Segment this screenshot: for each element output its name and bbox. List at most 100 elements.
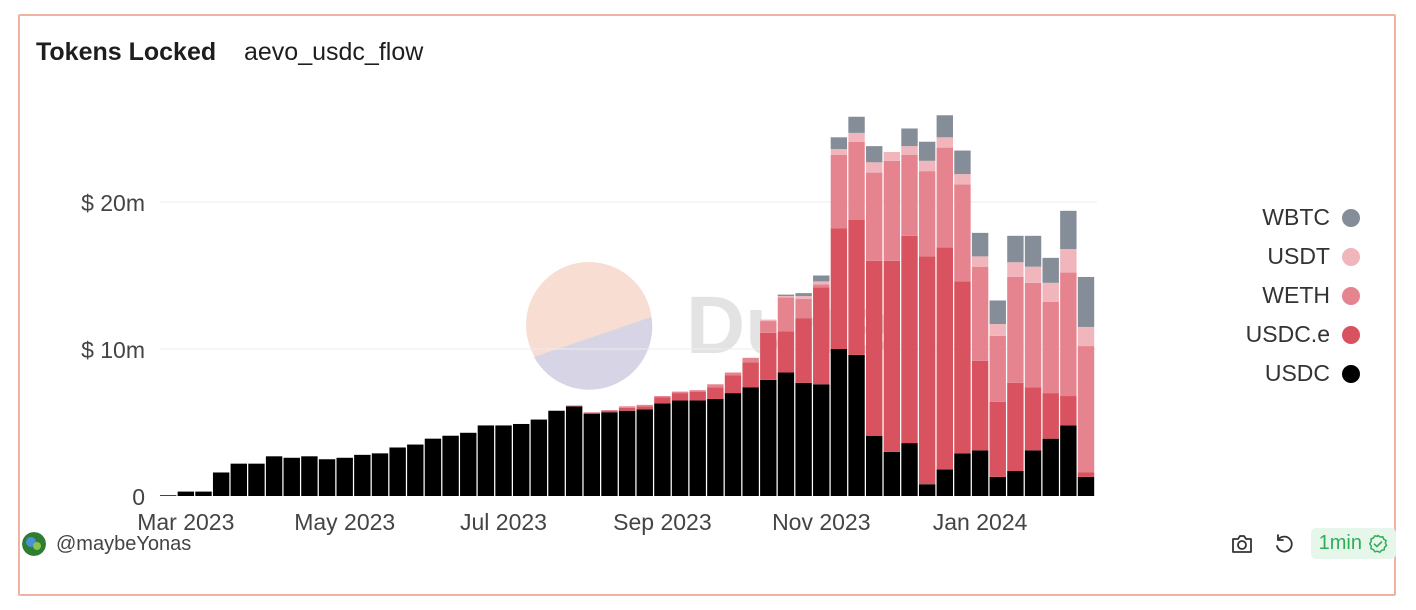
bar-usdc-19[interactable] <box>495 425 512 496</box>
bar-usdt-37[interactable] <box>813 281 830 285</box>
bar-usdce-46[interactable] <box>971 360 989 451</box>
legend-item-usdt[interactable]: USDT <box>1200 237 1360 276</box>
camera-button[interactable] <box>1227 529 1257 559</box>
bar-weth-49[interactable] <box>1024 282 1042 388</box>
bar-usdce-31[interactable] <box>707 387 724 399</box>
bar-weth-52[interactable] <box>1077 346 1095 473</box>
bar-usdc-2[interactable] <box>195 491 212 496</box>
bar-usdt-51[interactable] <box>1060 249 1077 273</box>
bar-usdc-7[interactable] <box>283 457 300 496</box>
bar-weth-29[interactable] <box>671 391 689 394</box>
bar-usdc-4[interactable] <box>230 463 247 496</box>
bar-usdc-18[interactable] <box>477 425 495 496</box>
bar-usdt-41[interactable] <box>883 152 901 161</box>
bar-usdc-43[interactable] <box>918 484 936 496</box>
bar-usdt-44[interactable] <box>936 137 953 148</box>
bar-usdce-49[interactable] <box>1024 387 1042 451</box>
bar-usdc-47[interactable] <box>989 476 1006 496</box>
bar-usdce-26[interactable] <box>618 407 636 411</box>
bar-usdce-32[interactable] <box>724 375 742 394</box>
bar-usdce-51[interactable] <box>1060 396 1077 426</box>
bar-usdt-39[interactable] <box>848 132 865 142</box>
bar-usdt-43[interactable] <box>918 160 936 172</box>
bar-weth-35[interactable] <box>777 297 795 332</box>
bar-usdc-12[interactable] <box>371 453 389 496</box>
bar-usdt-34[interactable] <box>760 319 777 322</box>
bar-usdce-47[interactable] <box>989 401 1006 477</box>
bar-weth-30[interactable] <box>689 390 706 392</box>
bar-usdc-5[interactable] <box>248 463 265 496</box>
bar-weth-42[interactable] <box>901 154 918 236</box>
query-name[interactable]: aevo_usdc_flow <box>244 38 424 66</box>
bar-usdt-46[interactable] <box>971 256 989 267</box>
bar-usdc-3[interactable] <box>212 472 230 496</box>
bar-usdc-17[interactable] <box>460 432 477 496</box>
bar-usdt-36[interactable] <box>795 296 812 300</box>
bar-usdc-1[interactable] <box>177 491 195 496</box>
bar-usdce-40[interactable] <box>866 260 883 436</box>
bar-usdce-35[interactable] <box>777 331 795 373</box>
bar-wbtc-52[interactable] <box>1077 276 1095 327</box>
bar-usdce-48[interactable] <box>1007 382 1024 472</box>
bar-usdc-24[interactable] <box>583 413 600 496</box>
bar-usdce-44[interactable] <box>936 247 953 470</box>
bar-wbtc-36[interactable] <box>795 293 812 297</box>
bar-weth-50[interactable] <box>1042 301 1059 394</box>
bar-usdce-38[interactable] <box>830 228 848 349</box>
bar-usdc-49[interactable] <box>1024 450 1042 496</box>
bar-usdce-33[interactable] <box>742 362 759 388</box>
bar-usdc-10[interactable] <box>336 457 353 496</box>
bar-usdt-35[interactable] <box>777 296 795 298</box>
bar-usdce-41[interactable] <box>883 260 901 452</box>
bar-wbtc-50[interactable] <box>1042 257 1059 283</box>
bar-usdce-30[interactable] <box>689 391 706 401</box>
bar-usdc-8[interactable] <box>301 456 318 496</box>
bar-usdce-39[interactable] <box>848 219 865 355</box>
bar-wbtc-37[interactable] <box>813 275 830 282</box>
bar-usdce-50[interactable] <box>1042 393 1059 439</box>
bar-wbtc-48[interactable] <box>1007 235 1024 263</box>
bar-usdce-52[interactable] <box>1077 472 1095 477</box>
bar-weth-27[interactable] <box>636 404 653 407</box>
bar-usdc-28[interactable] <box>654 403 671 496</box>
bar-usdc-15[interactable] <box>424 438 442 496</box>
bar-weth-36[interactable] <box>795 299 812 319</box>
bar-usdc-50[interactable] <box>1042 438 1059 496</box>
bar-usdt-52[interactable] <box>1077 326 1095 347</box>
bar-weth-28[interactable] <box>654 396 671 398</box>
bar-usdc-11[interactable] <box>354 454 371 496</box>
bar-usdc-36[interactable] <box>795 382 812 496</box>
bar-usdce-42[interactable] <box>901 235 918 444</box>
bar-usdc-6[interactable] <box>265 456 283 496</box>
bar-usdce-24[interactable] <box>583 412 600 414</box>
bar-wbtc-45[interactable] <box>954 150 971 175</box>
bar-usdc-41[interactable] <box>883 451 901 496</box>
bar-usdc-30[interactable] <box>689 400 706 496</box>
bar-weth-47[interactable] <box>989 335 1006 402</box>
bar-weth-31[interactable] <box>707 384 724 388</box>
bar-usdc-32[interactable] <box>724 393 742 496</box>
bar-wbtc-38[interactable] <box>830 137 848 150</box>
legend-item-weth[interactable]: WETH <box>1200 276 1360 315</box>
bar-weth-38[interactable] <box>830 154 848 229</box>
bar-wbtc-43[interactable] <box>918 141 936 161</box>
bar-usdc-39[interactable] <box>848 354 865 496</box>
bar-usdc-44[interactable] <box>936 469 953 496</box>
bar-weth-45[interactable] <box>954 184 971 282</box>
bar-usdc-34[interactable] <box>760 379 777 496</box>
bar-wbtc-35[interactable] <box>777 294 795 297</box>
bar-weth-32[interactable] <box>724 372 742 376</box>
bar-usdce-37[interactable] <box>813 287 830 385</box>
bar-wbtc-44[interactable] <box>936 115 953 138</box>
bar-weth-37[interactable] <box>813 284 830 288</box>
bar-usdce-29[interactable] <box>671 393 689 401</box>
bar-usdc-40[interactable] <box>866 435 883 496</box>
bar-usdt-48[interactable] <box>1007 262 1024 277</box>
bar-usdce-45[interactable] <box>954 281 971 454</box>
refresh-age-badge[interactable]: 1min <box>1310 528 1396 559</box>
bar-usdc-45[interactable] <box>954 453 971 496</box>
bar-weth-25[interactable] <box>601 410 618 411</box>
bar-wbtc-39[interactable] <box>848 116 865 133</box>
bar-weth-34[interactable] <box>760 321 777 333</box>
bar-usdc-29[interactable] <box>671 400 689 496</box>
